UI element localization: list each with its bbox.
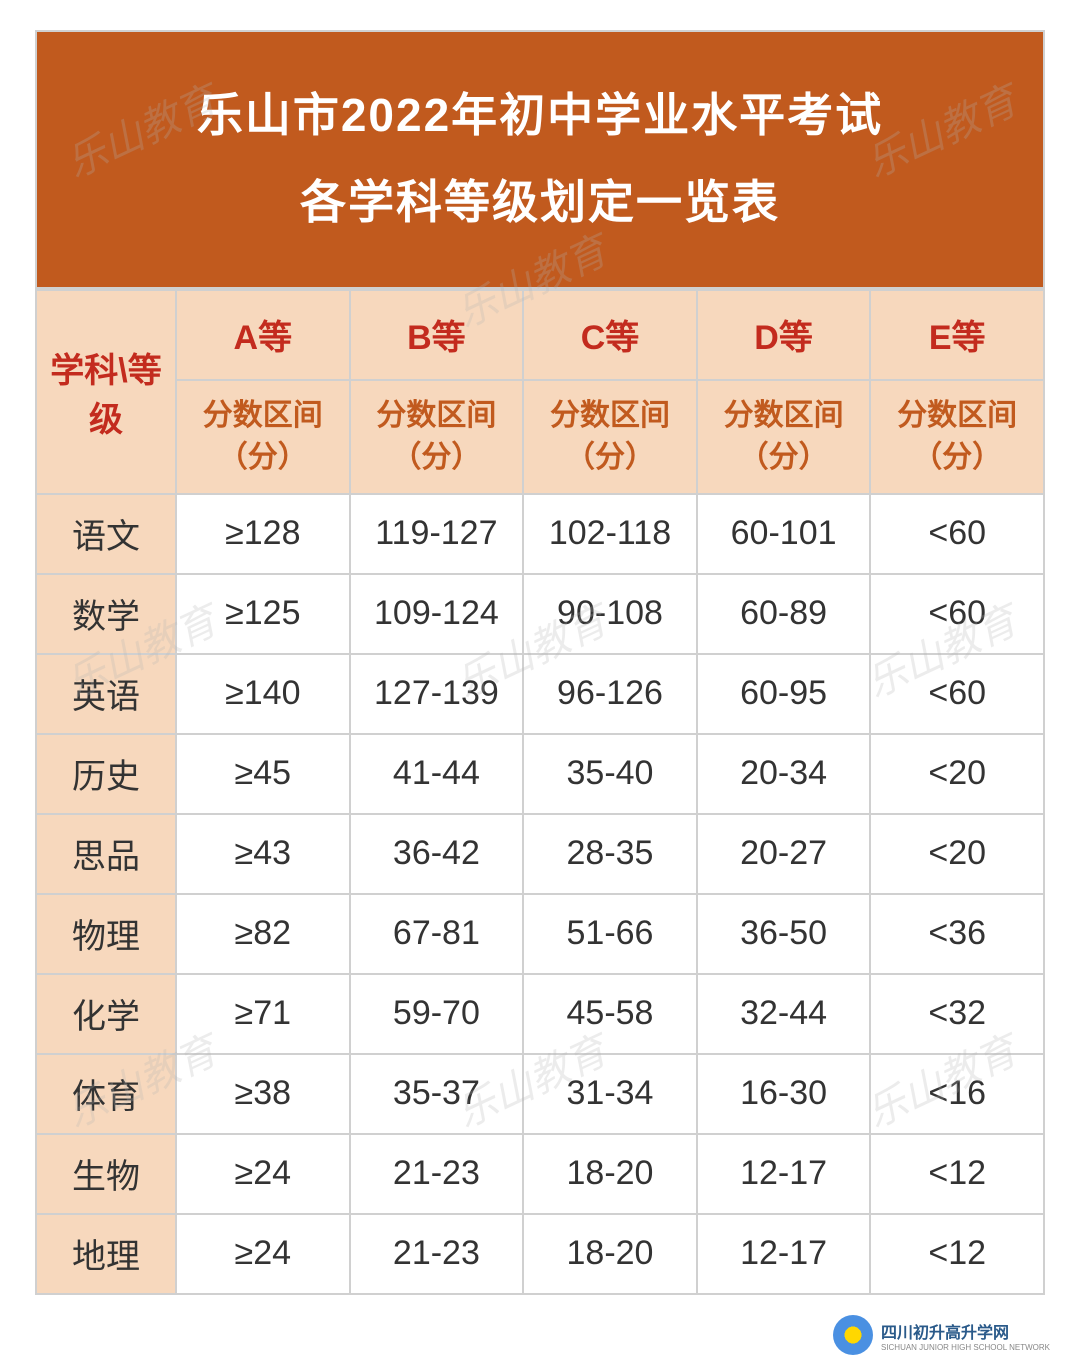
table-row: 历史≥4541-4435-4020-34<20 (36, 734, 1044, 814)
grade-header-e: E等 (870, 290, 1044, 380)
score-cell: 12-17 (697, 1134, 871, 1214)
score-cell: 20-27 (697, 814, 871, 894)
score-cell: 60-89 (697, 574, 871, 654)
main-container: 乐山市2022年初中学业水平考试 各学科等级划定一览表 学科\等级 A等 B等 … (0, 0, 1080, 1295)
title-line-1: 乐山市2022年初中学业水平考试 (57, 72, 1023, 159)
score-cell: 102-118 (523, 494, 697, 574)
score-cell: 96-126 (523, 654, 697, 734)
score-cell: <60 (870, 654, 1044, 734)
table-row: 化学≥7159-7045-5832-44<32 (36, 974, 1044, 1054)
score-cell: 20-34 (697, 734, 871, 814)
score-cell: 90-108 (523, 574, 697, 654)
corner-header: 学科\等级 (36, 290, 176, 494)
grade-header-a: A等 (176, 290, 350, 380)
grade-table: 学科\等级 A等 B等 C等 D等 E等 分数区间（分） 分数区间（分） 分数区… (35, 289, 1045, 1295)
score-cell: <60 (870, 574, 1044, 654)
table-row: 语文≥128119-127102-11860-101<60 (36, 494, 1044, 574)
score-cell: ≥82 (176, 894, 350, 974)
grade-header-b: B等 (350, 290, 524, 380)
grade-header-d: D等 (697, 290, 871, 380)
score-cell: ≥43 (176, 814, 350, 894)
score-cell: <12 (870, 1214, 1044, 1294)
score-cell: ≥71 (176, 974, 350, 1054)
score-cell: 35-40 (523, 734, 697, 814)
score-cell: 32-44 (697, 974, 871, 1054)
subject-cell: 化学 (36, 974, 176, 1054)
logo-text: 四川初升高升学网 (881, 1319, 1050, 1343)
score-cell: <20 (870, 814, 1044, 894)
sub-header-e: 分数区间（分） (870, 380, 1044, 494)
table-row: 体育≥3835-3731-3416-30<16 (36, 1054, 1044, 1134)
subject-cell: 数学 (36, 574, 176, 654)
score-cell: 60-95 (697, 654, 871, 734)
score-cell: ≥38 (176, 1054, 350, 1134)
header-row-2: 分数区间（分） 分数区间（分） 分数区间（分） 分数区间（分） 分数区间（分） (36, 380, 1044, 494)
subject-cell: 体育 (36, 1054, 176, 1134)
logo-icon (833, 1315, 873, 1355)
score-cell: 28-35 (523, 814, 697, 894)
table-row: 生物≥2421-2318-2012-17<12 (36, 1134, 1044, 1214)
score-cell: 31-34 (523, 1054, 697, 1134)
score-cell: 127-139 (350, 654, 524, 734)
score-cell: 45-58 (523, 974, 697, 1054)
score-cell: <32 (870, 974, 1044, 1054)
subject-cell: 地理 (36, 1214, 176, 1294)
sub-header-b: 分数区间（分） (350, 380, 524, 494)
table-row: 英语≥140127-13996-12660-95<60 (36, 654, 1044, 734)
score-cell: ≥125 (176, 574, 350, 654)
score-cell: 60-101 (697, 494, 871, 574)
sub-header-a: 分数区间（分） (176, 380, 350, 494)
score-cell: 51-66 (523, 894, 697, 974)
score-cell: 21-23 (350, 1134, 524, 1214)
subject-cell: 物理 (36, 894, 176, 974)
score-cell: 35-37 (350, 1054, 524, 1134)
sub-header-d: 分数区间（分） (697, 380, 871, 494)
score-cell: <60 (870, 494, 1044, 574)
table-row: 数学≥125109-12490-10860-89<60 (36, 574, 1044, 654)
score-cell: 21-23 (350, 1214, 524, 1294)
subject-cell: 语文 (36, 494, 176, 574)
header-row-1: 学科\等级 A等 B等 C等 D等 E等 (36, 290, 1044, 380)
score-cell: 59-70 (350, 974, 524, 1054)
score-cell: ≥24 (176, 1134, 350, 1214)
score-cell: 36-50 (697, 894, 871, 974)
score-cell: 16-30 (697, 1054, 871, 1134)
score-cell: <12 (870, 1134, 1044, 1214)
subject-cell: 历史 (36, 734, 176, 814)
logo-subtext: SICHUAN JUNIOR HIGH SCHOOL NETWORK (881, 1343, 1050, 1352)
grade-header-c: C等 (523, 290, 697, 380)
score-cell: ≥128 (176, 494, 350, 574)
score-cell: 67-81 (350, 894, 524, 974)
score-cell: 109-124 (350, 574, 524, 654)
score-cell: <16 (870, 1054, 1044, 1134)
score-cell: 119-127 (350, 494, 524, 574)
score-cell: 18-20 (523, 1134, 697, 1214)
score-cell: 18-20 (523, 1214, 697, 1294)
table-row: 物理≥8267-8151-6636-50<36 (36, 894, 1044, 974)
score-cell: 41-44 (350, 734, 524, 814)
score-cell: ≥24 (176, 1214, 350, 1294)
subject-cell: 生物 (36, 1134, 176, 1214)
table-body: 语文≥128119-127102-11860-101<60数学≥125109-1… (36, 494, 1044, 1294)
subject-cell: 思品 (36, 814, 176, 894)
logo-area: 四川初升高升学网 SICHUAN JUNIOR HIGH SCHOOL NETW… (833, 1315, 1050, 1355)
sub-header-c: 分数区间（分） (523, 380, 697, 494)
score-cell: 12-17 (697, 1214, 871, 1294)
score-cell: ≥45 (176, 734, 350, 814)
title-line-2: 各学科等级划定一览表 (57, 159, 1023, 246)
table-row: 地理≥2421-2318-2012-17<12 (36, 1214, 1044, 1294)
score-cell: ≥140 (176, 654, 350, 734)
score-cell: <20 (870, 734, 1044, 814)
logo-text-wrap: 四川初升高升学网 SICHUAN JUNIOR HIGH SCHOOL NETW… (881, 1319, 1050, 1352)
score-cell: 36-42 (350, 814, 524, 894)
score-cell: <36 (870, 894, 1044, 974)
subject-cell: 英语 (36, 654, 176, 734)
title-box: 乐山市2022年初中学业水平考试 各学科等级划定一览表 (35, 30, 1045, 289)
table-row: 思品≥4336-4228-3520-27<20 (36, 814, 1044, 894)
